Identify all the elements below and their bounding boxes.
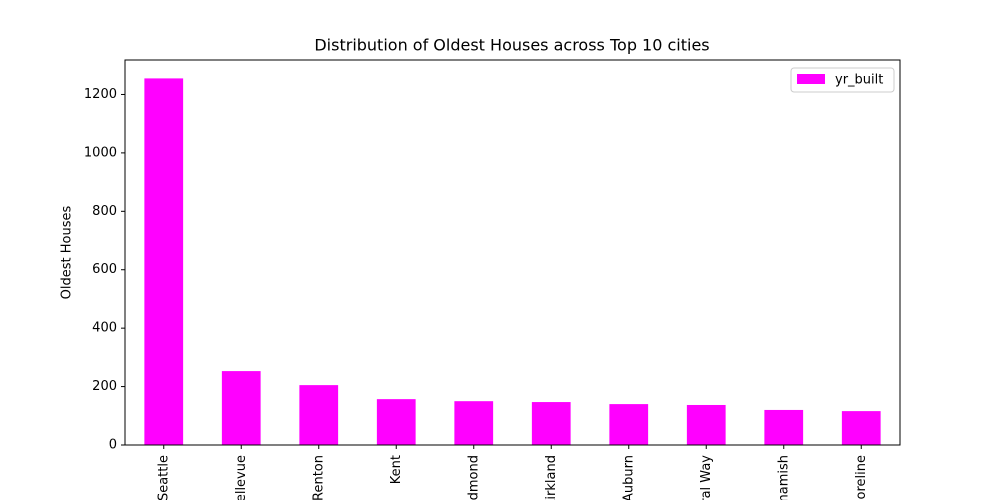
x-tick-label: Bellevue xyxy=(234,455,249,500)
y-tick-label: 0 xyxy=(109,438,117,453)
x-tick-label: Kirkland xyxy=(544,455,559,500)
bar xyxy=(841,411,881,445)
x-tick-label: Shoreline xyxy=(854,455,869,500)
bar xyxy=(144,78,184,445)
x-tick-label: Federal Way xyxy=(699,455,714,500)
x-tick-label: Redmond xyxy=(466,455,481,500)
y-axis-label: Oldest Houses xyxy=(60,205,75,299)
bar xyxy=(299,385,339,445)
bar xyxy=(221,371,261,445)
x-tick-label: Sammamish xyxy=(776,455,791,500)
x-tick-label: Auburn xyxy=(621,455,636,500)
y-tick-label: 200 xyxy=(92,379,117,394)
chart-title: Distribution of Oldest Houses across Top… xyxy=(314,36,709,55)
y-tick-label: 400 xyxy=(92,321,117,336)
y-tick-label: 600 xyxy=(92,262,117,277)
x-tick-label: Renton xyxy=(311,455,326,500)
plot-frame xyxy=(124,59,901,446)
bar xyxy=(609,404,649,445)
y-tick-label: 1000 xyxy=(84,145,117,160)
bar xyxy=(376,399,416,445)
y-tick-label: 800 xyxy=(92,204,117,219)
x-tick-label: Seattle xyxy=(156,455,171,500)
legend-label: yr_built xyxy=(835,73,883,88)
x-tick-label: Kent xyxy=(389,455,404,484)
bar xyxy=(686,404,726,445)
bar xyxy=(454,401,494,445)
legend-swatch xyxy=(797,74,825,84)
bar xyxy=(531,402,571,445)
bar xyxy=(764,409,804,445)
y-tick-label: 1200 xyxy=(84,87,117,102)
